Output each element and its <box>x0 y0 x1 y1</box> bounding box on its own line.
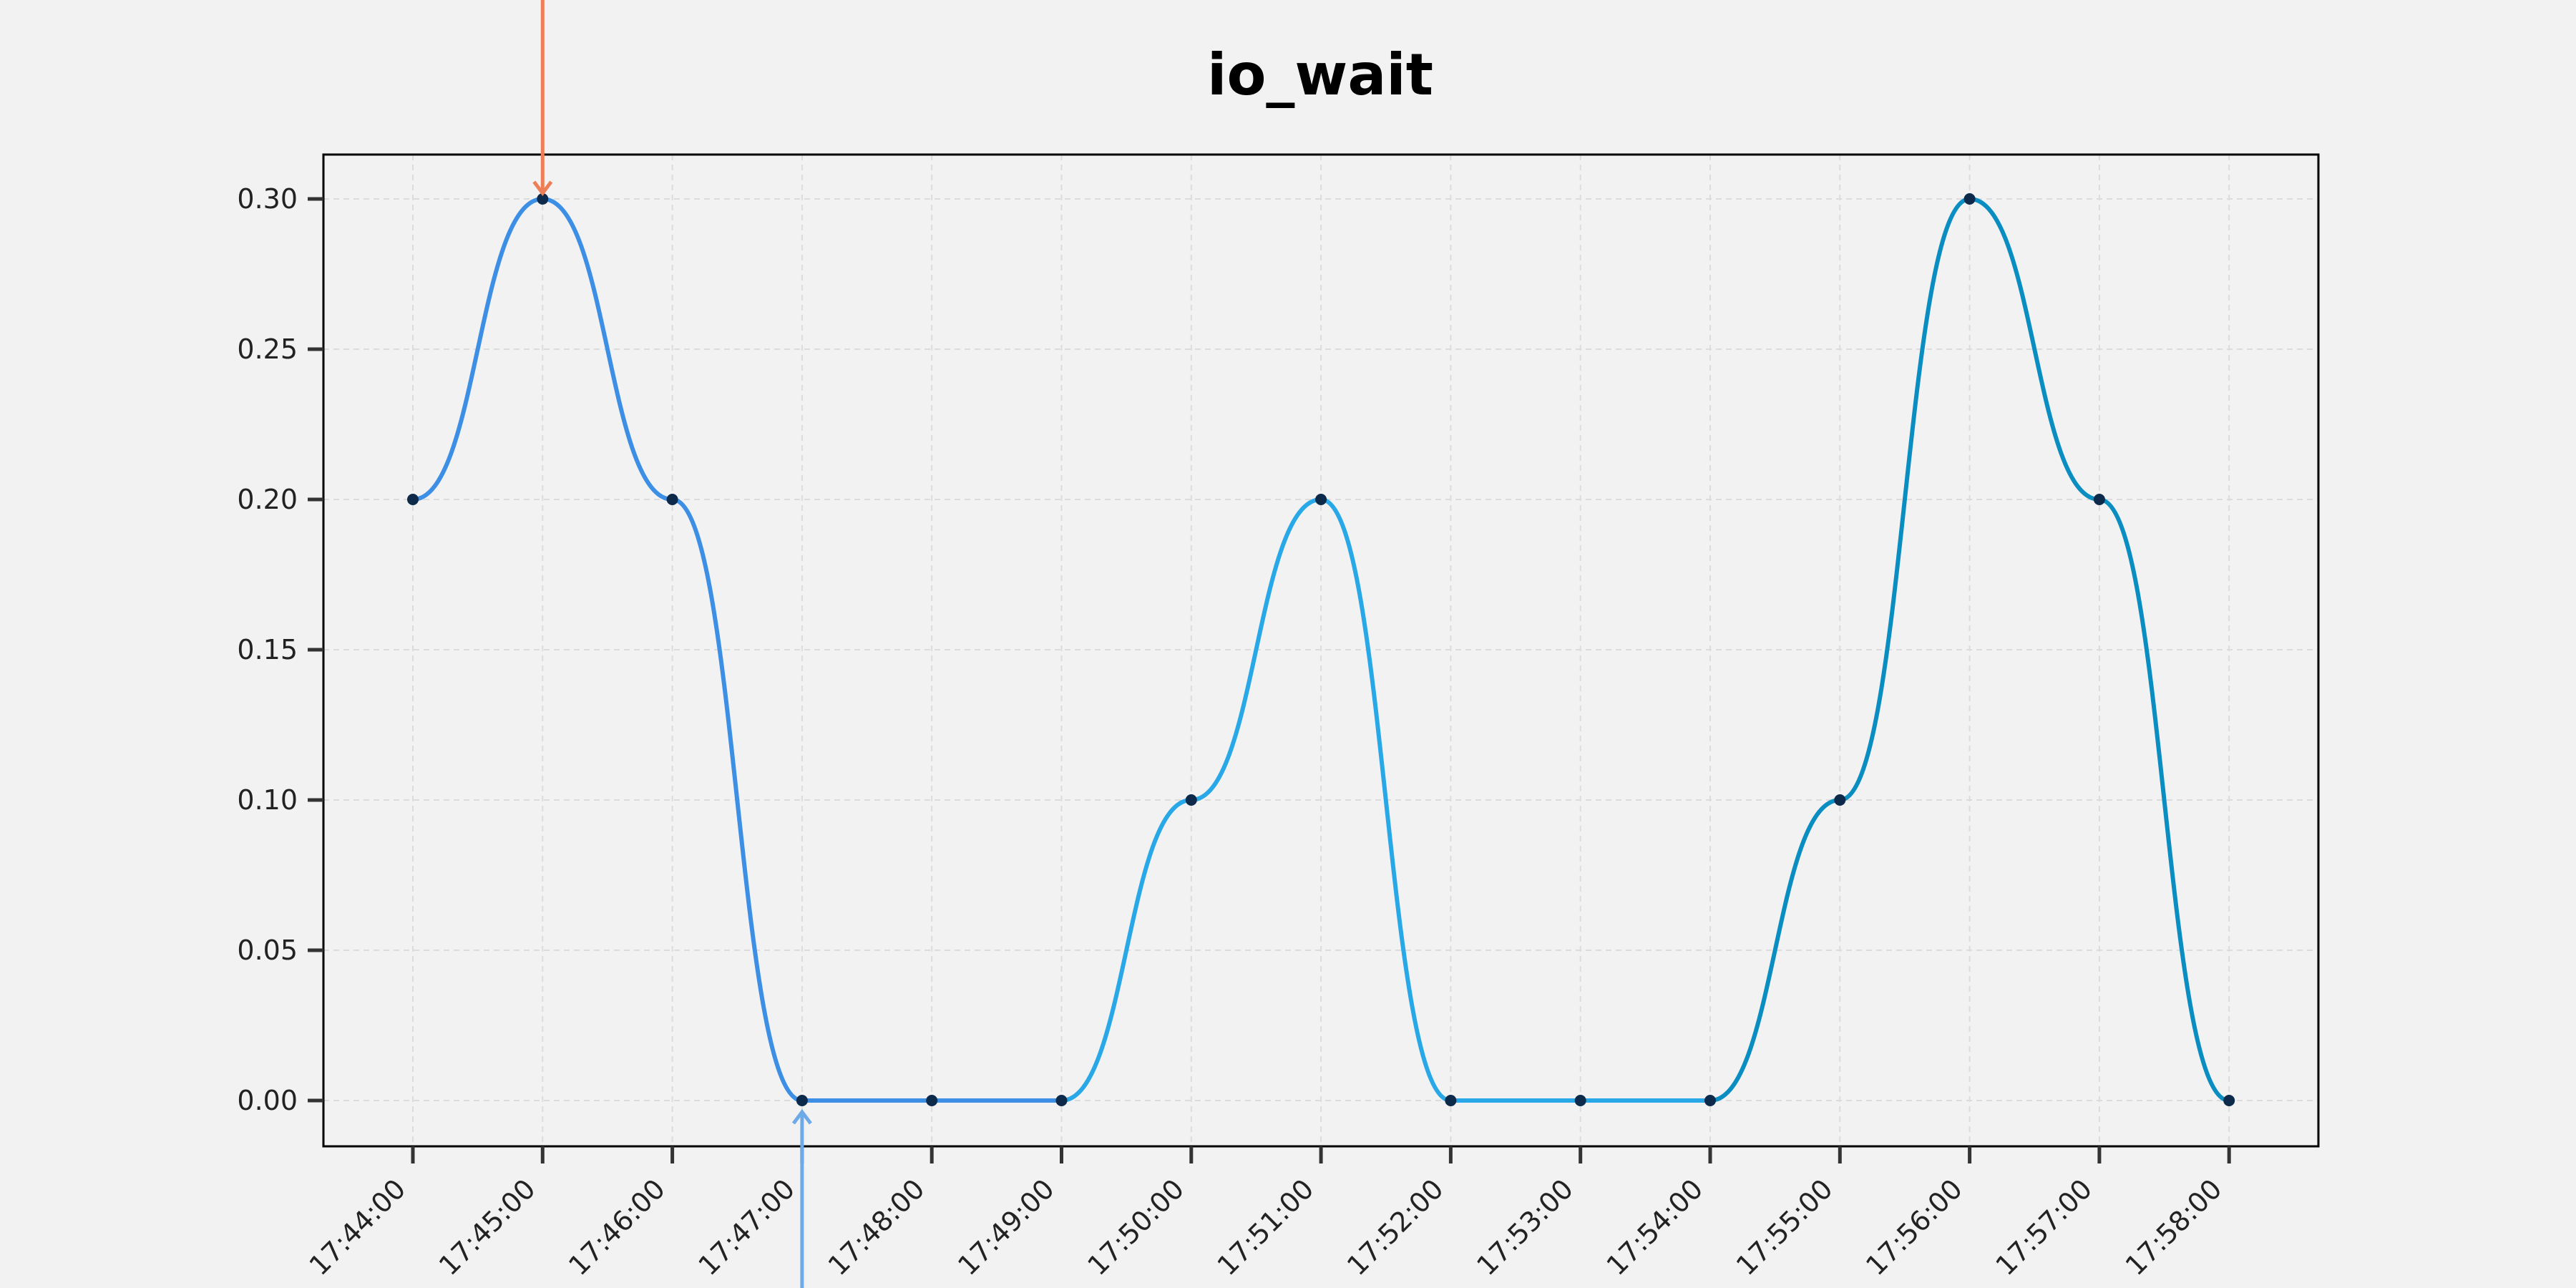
x-tick-label: 17:57:00 <box>1989 1173 2098 1282</box>
arrow-head <box>791 1108 812 1125</box>
y-tick-label: 0.30 <box>237 183 298 215</box>
y-tick-label: 0.00 <box>237 1085 298 1116</box>
data-point <box>1834 794 1846 806</box>
y-tick-label: 0.10 <box>237 784 298 816</box>
data-point <box>796 1095 808 1106</box>
y-tick-label: 0.25 <box>237 333 298 365</box>
x-tick-label: 17:52:00 <box>1341 1173 1450 1282</box>
data-point <box>1315 494 1327 505</box>
x-tick-label: 17:51:00 <box>1211 1173 1320 1282</box>
y-tick-label: 0.05 <box>237 935 298 966</box>
data-point <box>926 1095 938 1106</box>
series-segment <box>540 197 675 502</box>
series-segment <box>1838 197 1972 802</box>
x-tick-label: 17:54:00 <box>1601 1173 1709 1282</box>
data-point <box>537 193 549 205</box>
data-point <box>1574 1095 1586 1106</box>
data-point <box>1963 193 1976 205</box>
data-point <box>2093 494 2105 505</box>
series-segment <box>1967 197 2102 502</box>
x-axis: 17:44:00 17:45:00 17:46:00 17:47:00 17:48:00… <box>303 1146 2231 1282</box>
x-tick-label: 17:44:00 <box>303 1173 412 1282</box>
x-tick-label: 17:50:00 <box>1081 1173 1190 1282</box>
x-tick-label: 17:53:00 <box>1470 1173 1579 1282</box>
y-tick-label: 0.20 <box>237 484 298 515</box>
data-point <box>1185 794 1197 806</box>
series-segment <box>1319 497 1453 1103</box>
annotations <box>532 0 812 1288</box>
x-tick-label: 17:49:00 <box>952 1173 1060 1282</box>
series-line <box>411 197 2232 1103</box>
data-point <box>1704 1095 1716 1106</box>
chart-title: io_wait <box>1207 42 1433 108</box>
y-axis: 0.00 0.05 0.10 0.15 0.20 0.25 0.30 <box>237 183 323 1116</box>
series-segment <box>1059 798 1194 1103</box>
data-point <box>666 494 678 505</box>
data-markers <box>407 193 2235 1106</box>
max-arrow <box>532 0 553 197</box>
data-point <box>2223 1095 2235 1106</box>
arrow-head <box>532 180 553 197</box>
series-segment <box>1189 497 1324 802</box>
x-tick-label: 17:45:00 <box>433 1173 542 1282</box>
y-tick-label: 0.15 <box>237 634 298 665</box>
series-segment <box>670 497 804 1103</box>
data-point <box>1055 1095 1068 1106</box>
min-arrow <box>791 1108 812 1288</box>
series-segment <box>411 197 545 502</box>
x-tick-label: 17:46:00 <box>562 1173 671 1282</box>
x-tick-label: 17:56:00 <box>1860 1173 1968 1282</box>
data-point <box>1445 1095 1457 1106</box>
data-point <box>407 494 419 505</box>
x-tick-label: 17:48:00 <box>822 1173 931 1282</box>
series-segment <box>1708 798 1843 1103</box>
x-tick-label: 17:47:00 <box>692 1173 801 1282</box>
grid-lines <box>323 155 2318 1146</box>
x-tick-label: 17:55:00 <box>1730 1173 1839 1282</box>
series-segment <box>2097 497 2232 1103</box>
x-tick-label: 17:58:00 <box>2119 1173 2228 1282</box>
